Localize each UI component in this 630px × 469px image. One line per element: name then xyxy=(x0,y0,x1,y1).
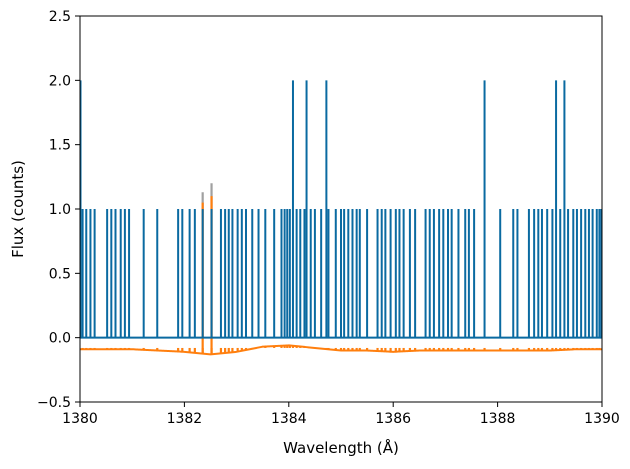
x-tick-label-0: 1380 xyxy=(62,411,98,427)
x-axis-label: Wavelength (Å) xyxy=(283,438,399,457)
y-tick-label-4: 1.5 xyxy=(49,138,71,154)
axes: 1380 1382 1384 1386 1388 1390 −0.5 0.0 0.5 1.0 1.5… xyxy=(37,9,620,427)
plot-area xyxy=(80,80,602,356)
x-tick-label-4: 1388 xyxy=(480,411,516,427)
y-tick-label-6: 2.5 xyxy=(49,9,71,25)
x-tick-label-3: 1386 xyxy=(375,411,411,427)
y-axis-label: Flux (counts) xyxy=(9,160,27,258)
y-tick-label-0: −0.5 xyxy=(37,395,71,411)
x-tick-label-1: 1382 xyxy=(167,411,203,427)
x-tick-label-5: 1390 xyxy=(584,411,620,427)
y-tick-label-3: 1.0 xyxy=(49,202,71,218)
y-tick-label-5: 2.0 xyxy=(49,73,71,89)
y-tick-label-1: 0.0 xyxy=(49,331,71,347)
x-tick-label-2: 1384 xyxy=(271,411,307,427)
y-tick-label-2: 0.5 xyxy=(49,266,71,282)
